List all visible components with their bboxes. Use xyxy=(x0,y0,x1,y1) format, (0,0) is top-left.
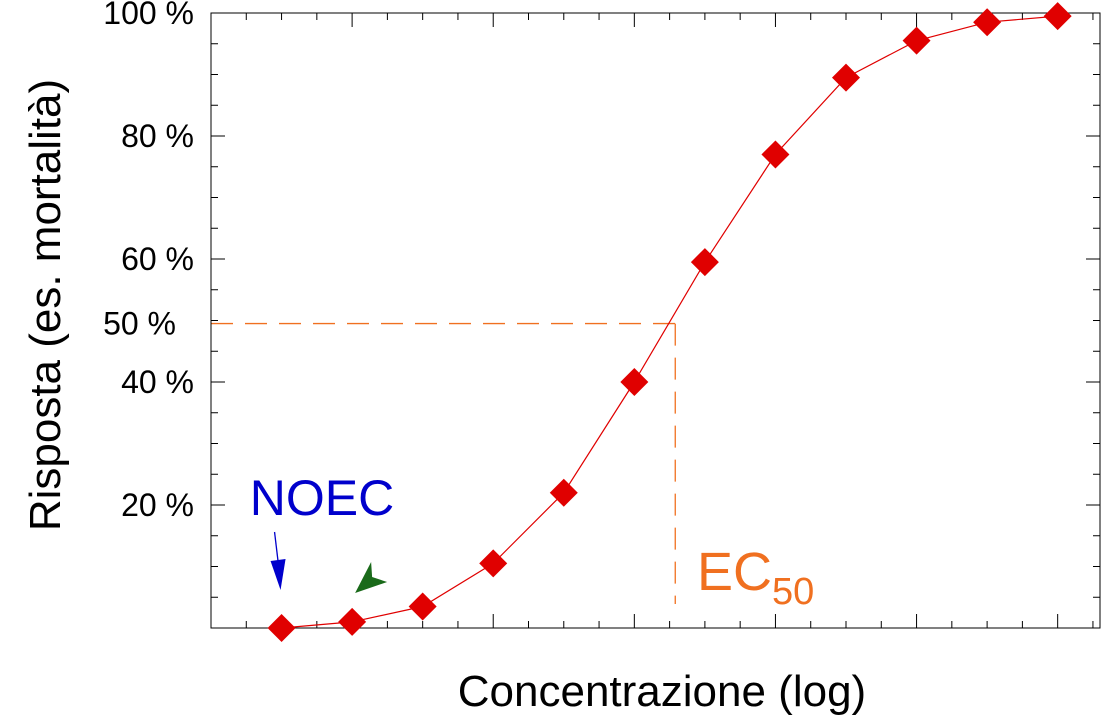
noec-arrowhead-icon xyxy=(270,559,286,590)
green-arrowhead-icon xyxy=(355,562,388,593)
ec50-label-main: EC xyxy=(697,542,772,602)
data-point-marker xyxy=(1043,2,1072,31)
y-tick-label: 40 % xyxy=(121,364,194,400)
data-point-marker xyxy=(620,368,649,396)
reference-y-label: 50 % xyxy=(103,306,176,342)
y-tick-label: 80 % xyxy=(121,118,194,154)
data-point-marker xyxy=(902,26,931,55)
y-axis-label: Risposta (es. mortalità) xyxy=(21,79,70,531)
plot-frame-rect xyxy=(210,12,1101,629)
data-point-marker xyxy=(549,478,578,507)
data-point-marker xyxy=(479,549,508,578)
data-points xyxy=(267,2,1072,642)
data-point-marker xyxy=(408,592,437,621)
data-point-marker xyxy=(267,614,296,642)
noec-label: NOEC xyxy=(250,470,394,526)
ec50-label: EC50 xyxy=(697,542,814,613)
y-tick-labels: 20 % 40 % 60 % 80 % 100 % xyxy=(103,0,194,523)
annotation-arrows xyxy=(270,531,388,593)
data-point-marker xyxy=(973,8,1002,37)
chart-labels: Risposta (es. mortalità) Concentrazione … xyxy=(21,79,866,715)
plot-frame xyxy=(210,12,1101,629)
y-tick-label: 60 % xyxy=(121,241,194,277)
y-tick-label: 20 % xyxy=(121,487,194,523)
data-point-marker xyxy=(338,607,367,636)
series-line xyxy=(281,15,1058,629)
data-point-marker xyxy=(761,140,790,169)
x-axis-label: Concentrazione (log) xyxy=(458,667,866,715)
data-point-marker xyxy=(832,63,860,92)
ec50-label-subscript: 50 xyxy=(772,571,814,613)
y-tick-label: 100 % xyxy=(103,0,194,31)
response-curve xyxy=(281,15,1058,629)
reference-lines xyxy=(211,322,676,604)
data-point-marker xyxy=(690,248,719,277)
